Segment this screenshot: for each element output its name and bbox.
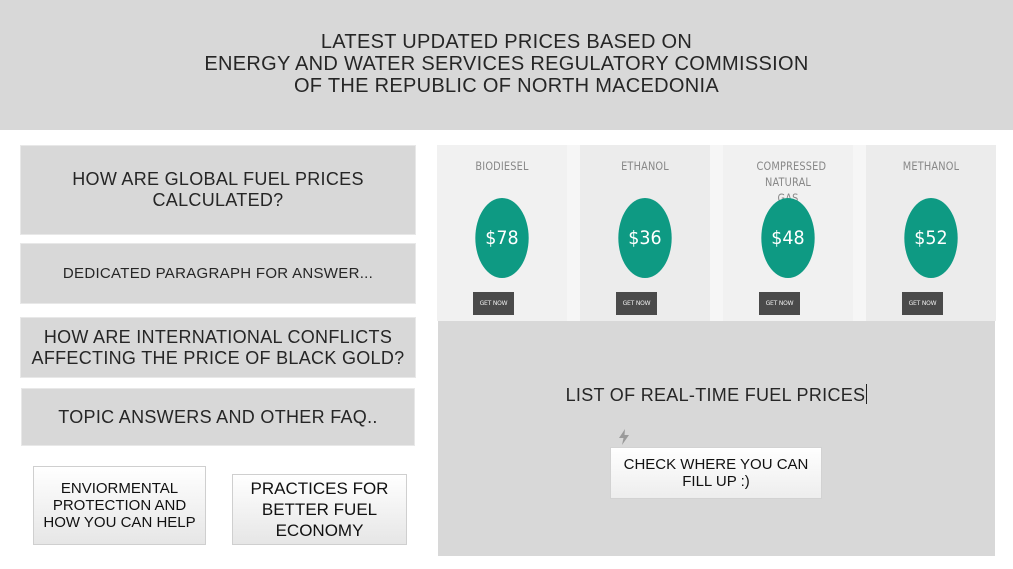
bolt-icon — [619, 429, 629, 445]
real-time-prices-title: LIST OF REAL-TIME FUEL PRICES — [438, 384, 995, 406]
environmental-protection-button[interactable]: ENVIORMENTAL PROTECTION AND HOW YOU CAN … — [33, 466, 206, 545]
check-fill-up-label: CHECK WHERE YOU CAN FILL UP :) — [623, 456, 809, 490]
fuel-name: BIODIESEL — [475, 159, 529, 173]
faq-question-international-conflicts[interactable]: HOW ARE INTERNATIONAL CONFLICTS AFFECTIN… — [20, 317, 416, 378]
price-badge: $36 — [618, 198, 672, 278]
faq-answer-paragraph: DEDICATED PARAGRAPH FOR ANSWER... — [20, 243, 416, 304]
price-card-ethanol: ETHANOL $36 GET NOW — [580, 145, 710, 321]
page-header: LATEST UPDATED PRICES BASED ON ENERGY AN… — [0, 0, 1013, 130]
get-now-button[interactable]: GET NOW — [616, 292, 657, 315]
fuel-name: ETHANOL — [621, 159, 669, 173]
get-now-button[interactable]: GET NOW — [759, 292, 800, 315]
price-card-biodiesel: BIODIESEL $78 GET NOW — [437, 145, 567, 321]
real-time-prices-title-text: LIST OF REAL-TIME FUEL PRICES — [565, 385, 866, 405]
get-now-button[interactable]: GET NOW — [902, 292, 943, 315]
faq-topic-text: TOPIC ANSWERS AND OTHER FAQ.. — [58, 406, 378, 427]
price-card-compressed-natural-gas: COMPRESSED NATURAL GAS $48 GET NOW — [723, 145, 853, 321]
faq-question-text: HOW ARE INTERNATIONAL CONFLICTS AFFECTIN… — [31, 326, 405, 368]
header-title-line-2: ENERGY AND WATER SERVICES REGULATORY COM… — [204, 53, 809, 75]
environmental-protection-label: ENVIORMENTAL PROTECTION AND HOW YOU CAN … — [43, 480, 196, 531]
price-card-methanol: METHANOL $52 GET NOW — [866, 145, 996, 321]
header-title-line-3: OF THE REPUBLIC OF NORTH MACEDONIA — [293, 75, 720, 97]
faq-question-text: HOW ARE GLOBAL FUEL PRICES CALCULATED? — [72, 169, 364, 210]
fuel-name: METHANOL — [902, 159, 960, 173]
faq-topic-answers[interactable]: TOPIC ANSWERS AND OTHER FAQ.. — [21, 388, 415, 446]
header-title-line-1: LATEST UPDATED PRICES BASED ON — [320, 31, 693, 53]
faq-answer-text: DEDICATED PARAGRAPH FOR ANSWER... — [62, 265, 374, 282]
price-badge: $78 — [475, 198, 529, 278]
real-time-prices-panel: LIST OF REAL-TIME FUEL PRICES CHECK WHER… — [438, 321, 995, 556]
faq-question-global-fuel-prices[interactable]: HOW ARE GLOBAL FUEL PRICES CALCULATED? — [20, 145, 416, 235]
check-fill-up-button[interactable]: CHECK WHERE YOU CAN FILL UP :) — [610, 447, 822, 499]
fuel-economy-practices-label: PRACTICES FOR BETTER FUEL ECONOMY — [250, 479, 389, 540]
text-cursor — [866, 384, 868, 404]
price-badge: $48 — [761, 198, 815, 278]
get-now-button[interactable]: GET NOW — [473, 292, 514, 315]
fuel-price-cards: BIODIESEL $78 GET NOW ETHANOL $36 GET NO… — [437, 145, 996, 321]
fuel-economy-practices-button[interactable]: PRACTICES FOR BETTER FUEL ECONOMY — [232, 474, 407, 545]
price-badge: $52 — [904, 198, 958, 278]
